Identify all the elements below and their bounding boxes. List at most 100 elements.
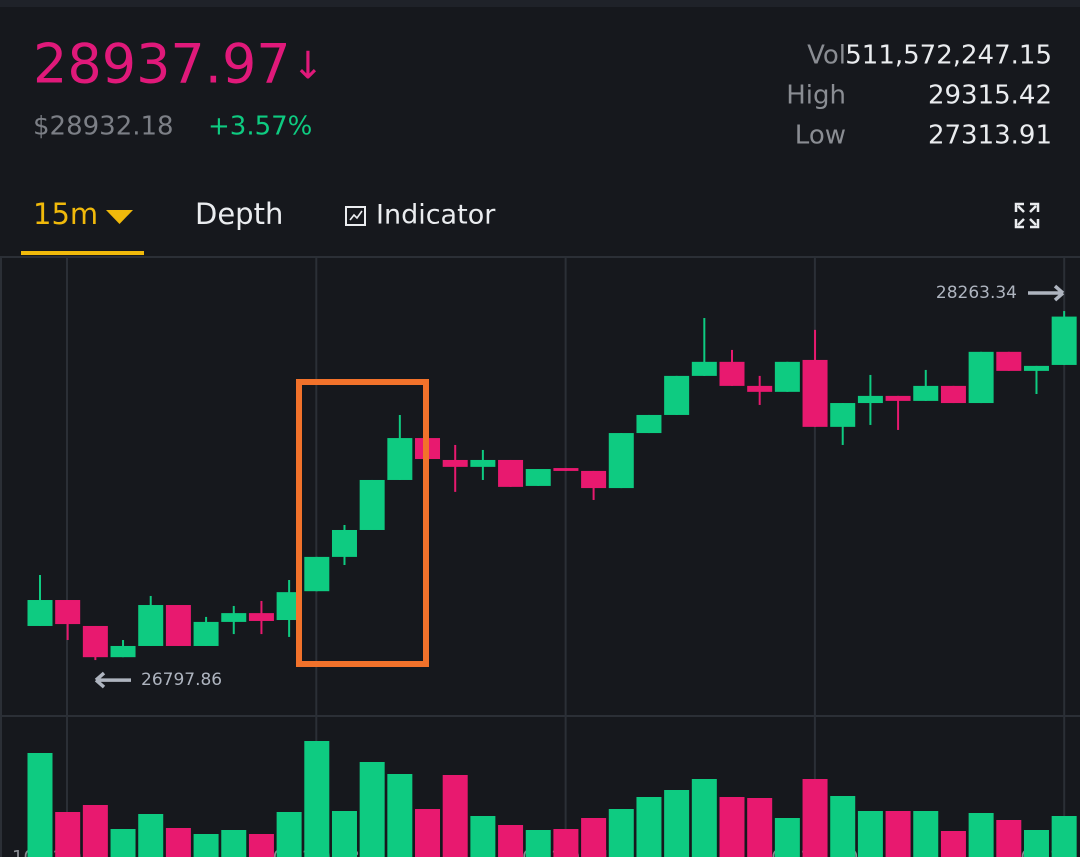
volume-bar: [581, 818, 607, 857]
volume-bar: [996, 820, 1022, 857]
candle-body: [82, 625, 108, 658]
candle-body: [331, 529, 357, 557]
volume-bar: [110, 829, 136, 857]
low-marker: 26797.86: [141, 670, 222, 690]
volume-bar: [636, 797, 662, 857]
volume-bar: [304, 741, 330, 857]
candle-body: [248, 613, 274, 621]
candle-body: [498, 459, 524, 487]
candle-body: [581, 470, 607, 489]
volume-bar: [857, 811, 883, 857]
usd-price: $28932.18: [33, 112, 174, 142]
candle-body: [664, 375, 690, 415]
volume-bar: [774, 818, 800, 857]
candle-body: [719, 361, 745, 386]
volume-bar: [165, 828, 191, 857]
candle-body: [165, 605, 191, 646]
volume-bar: [221, 830, 247, 857]
candle-body: [636, 414, 662, 434]
candle-body: [940, 385, 966, 404]
indicator-icon-line: [349, 210, 363, 221]
stat-label: Vol: [807, 41, 846, 71]
indicator[interactable]: Indicator: [376, 200, 496, 231]
stat-label: Low: [795, 121, 846, 151]
stat-label: High: [786, 81, 846, 111]
candle-body: [996, 351, 1022, 371]
volume-bar: [276, 812, 302, 857]
volume-bar: [27, 753, 53, 857]
dropdown-icon: [106, 210, 133, 224]
high-marker: 28263.34: [936, 283, 1017, 303]
candle-body: [359, 479, 385, 530]
candle-body: [747, 385, 773, 392]
candle-body: [387, 438, 413, 480]
volume-bar: [802, 779, 828, 857]
candle-body: [857, 395, 883, 404]
stat-value: 511,572,247.15: [845, 41, 1052, 71]
candle-body: [802, 359, 828, 427]
volume-bar: [415, 809, 441, 857]
top-strip: [0, 0, 1080, 7]
volume-bar: [553, 829, 579, 857]
candle-body: [470, 459, 496, 467]
candle-body: [553, 468, 579, 471]
volume-bar: [1023, 830, 1049, 857]
volume-bar: [747, 798, 773, 857]
candle-body: [304, 556, 330, 592]
candle-body: [525, 469, 551, 486]
candle-body: [830, 403, 856, 427]
candle-body: [913, 385, 939, 401]
stat-value: 29315.42: [928, 81, 1052, 111]
volume-bar: [913, 811, 939, 857]
indicator-tab[interactable]: Indicator: [345, 200, 496, 231]
candle-body: [691, 361, 717, 376]
volume-bar: [248, 834, 274, 857]
candle-body: [442, 459, 468, 467]
volume-bar: [664, 790, 690, 857]
highlight-box: [296, 379, 429, 667]
volume-bar: [608, 809, 634, 857]
stats: Vol 511,572,247.15 High 29315.42 Low 273…: [786, 41, 1052, 151]
stat-value: 27313.91: [928, 121, 1052, 151]
low-arrow: [94, 671, 131, 689]
candle-body: [138, 605, 164, 646]
last-price: 28937.97: [33, 33, 291, 96]
candle-body: [774, 361, 800, 392]
volume-bar: [1051, 816, 1077, 857]
volume-bar: [331, 811, 357, 857]
candle-body: [27, 600, 53, 626]
volume-bar: [830, 796, 856, 857]
volume-bar: [719, 797, 745, 857]
volume-bar: [55, 812, 81, 857]
volume-bar: [359, 762, 385, 857]
candle-body: [221, 613, 247, 622]
candle-body: [885, 395, 911, 401]
volume-bar: [442, 775, 468, 857]
candle-body: [110, 645, 136, 658]
volume-bar: [138, 814, 164, 857]
volume-bar: [470, 816, 496, 857]
volume-bar: [691, 779, 717, 857]
volume-bar: [885, 811, 911, 857]
change: +3.57%: [208, 112, 312, 142]
candle-body: [193, 621, 219, 646]
depth-tab[interactable]: Depth: [195, 197, 283, 231]
interval-tab[interactable]: 15m: [21, 197, 144, 255]
volume-bar: [968, 813, 994, 857]
high-arrow: [1028, 284, 1065, 302]
fullscreen-button[interactable]: [1014, 202, 1040, 229]
interval[interactable]: 15m: [33, 197, 98, 231]
candle-body: [608, 433, 634, 489]
volume-bar: [193, 834, 219, 857]
volume-bar: [498, 825, 524, 857]
volume-bar: [387, 774, 413, 857]
volume-bar: [82, 805, 108, 857]
candle-body: [968, 351, 994, 404]
price-arrow: ↓: [292, 44, 324, 88]
candle-body: [1023, 365, 1049, 371]
candle-body: [55, 600, 81, 625]
candle-body: [1051, 316, 1077, 365]
